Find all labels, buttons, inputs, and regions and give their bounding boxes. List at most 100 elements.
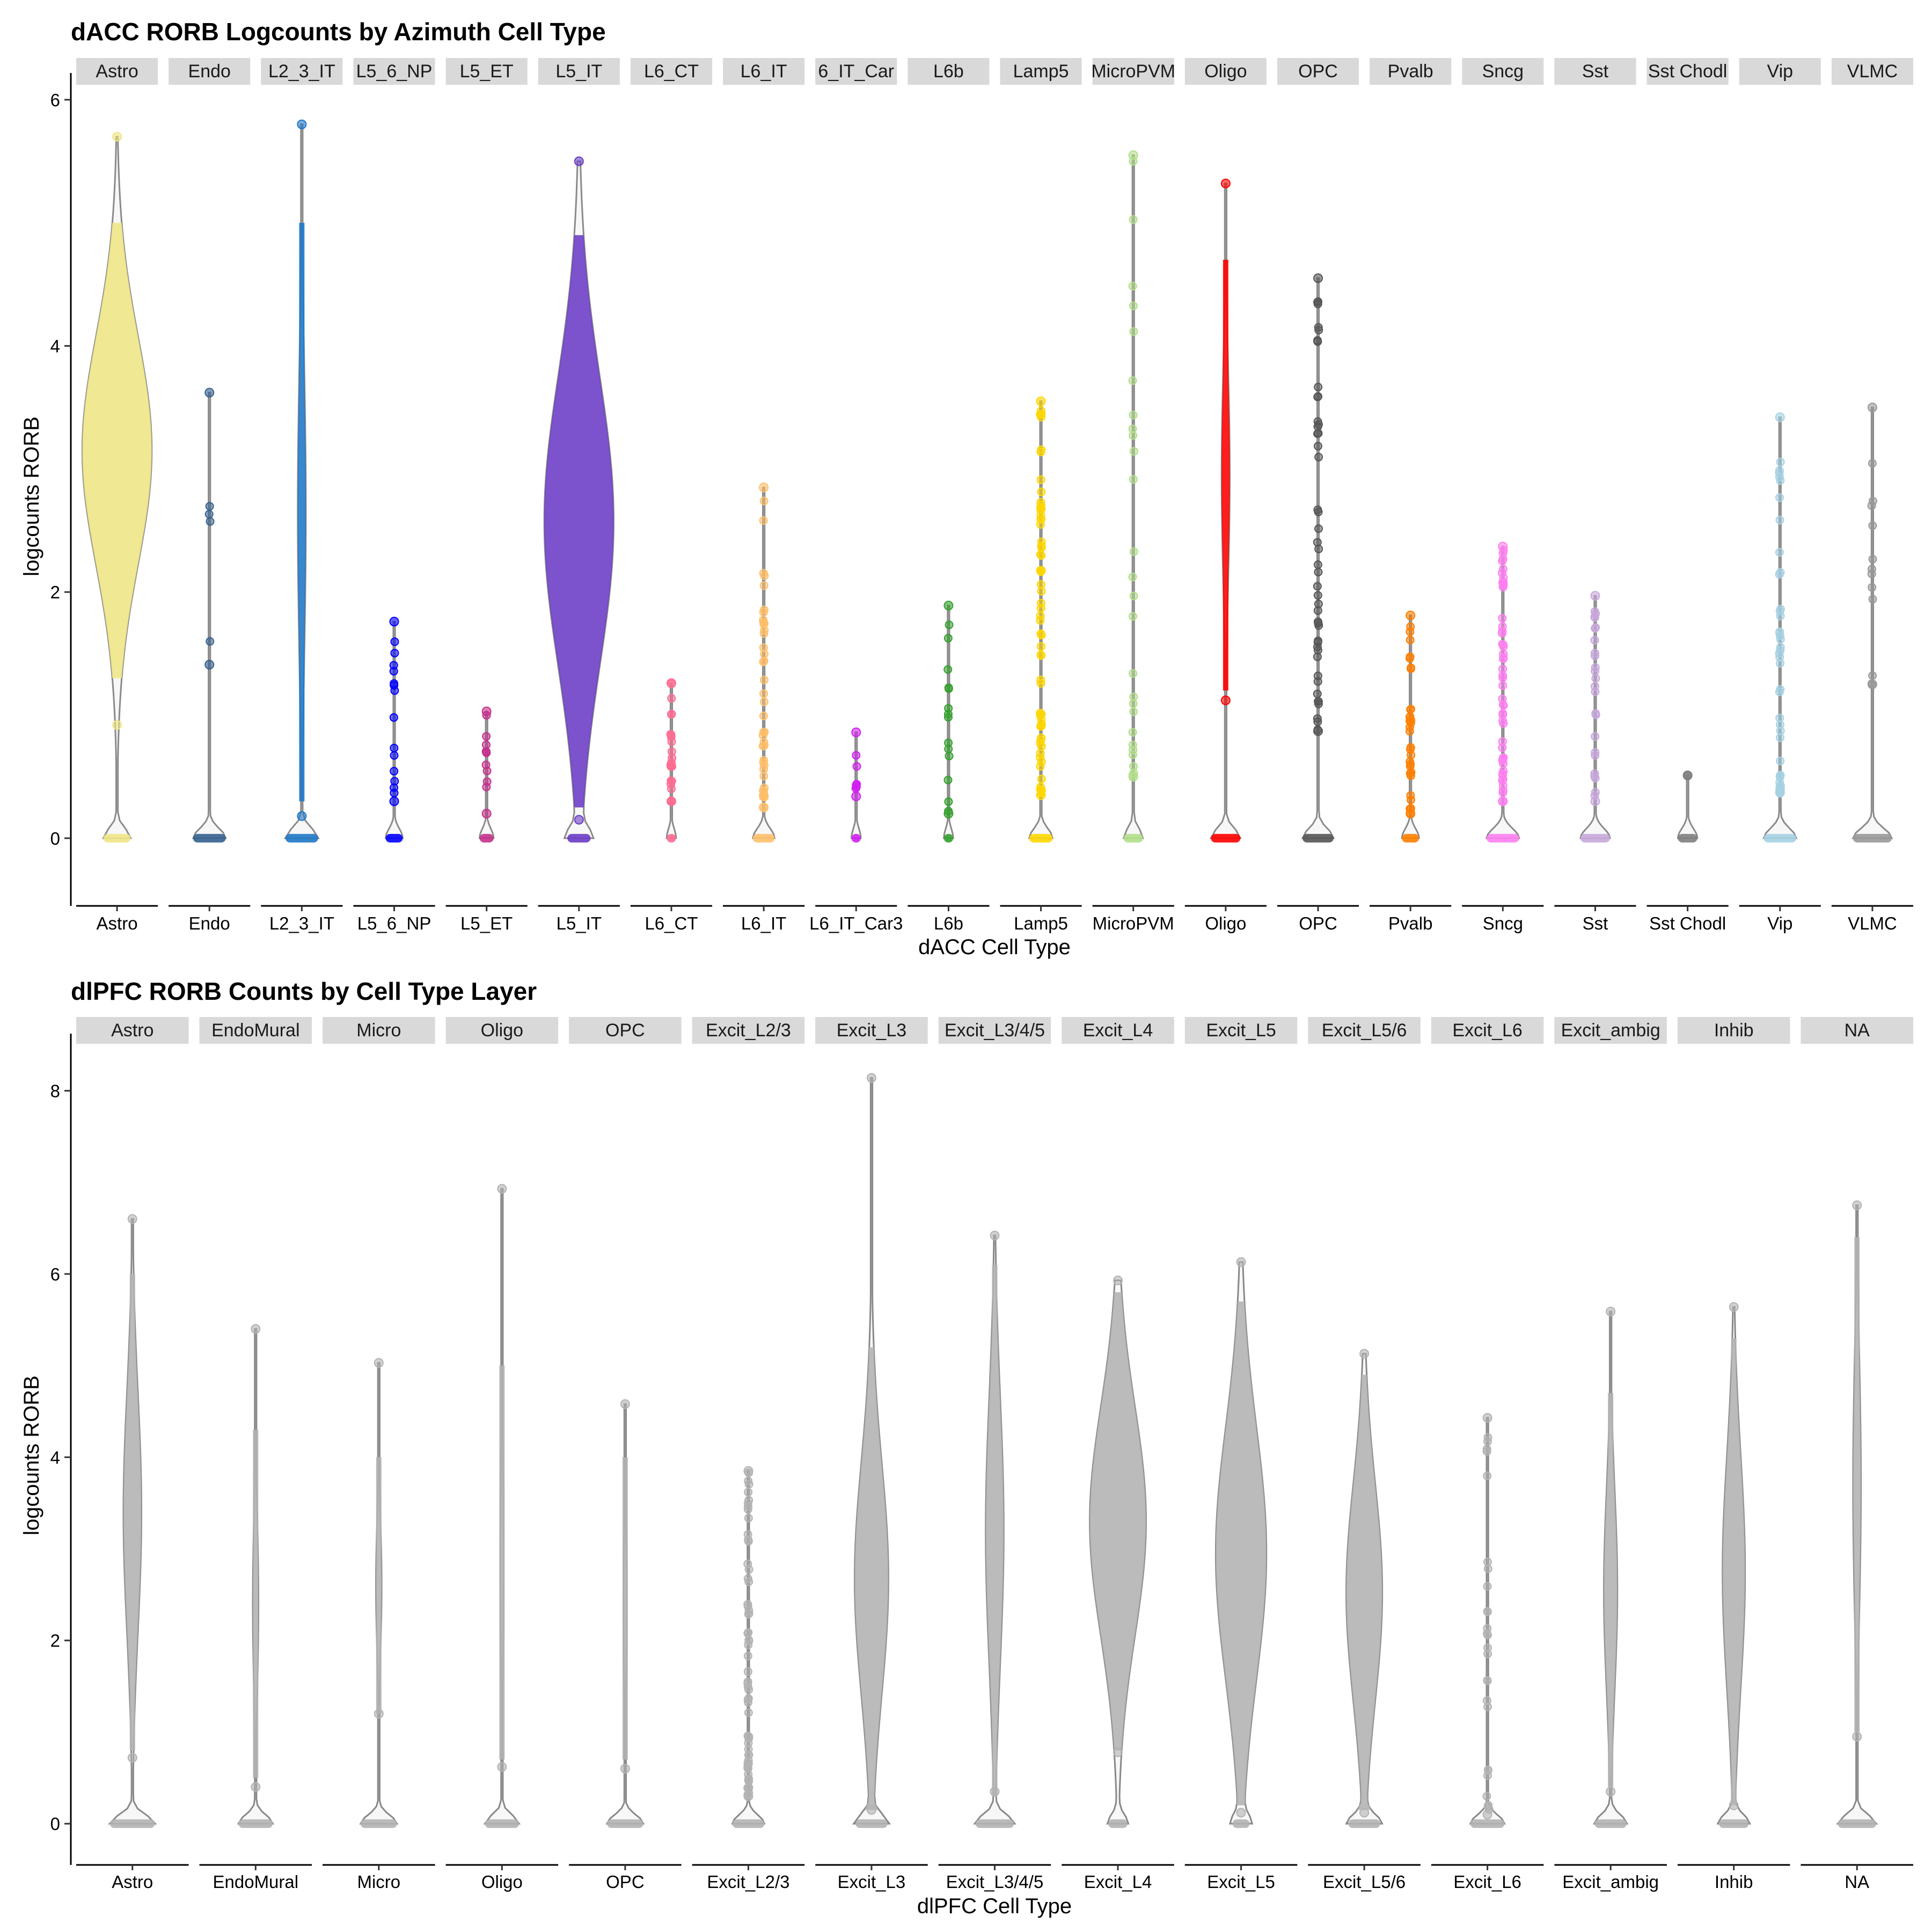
facet-strip-label: L5_ET <box>460 61 514 82</box>
data-point <box>1036 611 1045 620</box>
data-point <box>1129 411 1138 420</box>
y-tick-label: 0 <box>50 829 60 848</box>
data-point <box>759 738 769 747</box>
data-point <box>759 569 768 578</box>
min-nonzero-point <box>866 1805 876 1815</box>
facet-strip-label: OPC <box>1298 61 1338 82</box>
data-point <box>1314 383 1323 392</box>
data-point <box>1129 692 1138 701</box>
data-point <box>1590 648 1599 657</box>
data-point <box>204 510 214 519</box>
data-point <box>1314 697 1323 706</box>
data-point <box>1483 1771 1492 1780</box>
facet-strip-label: L2_3_IT <box>268 61 335 82</box>
min-nonzero-point <box>1128 772 1138 782</box>
min-nonzero-point <box>943 809 954 818</box>
max-point <box>990 1231 1000 1241</box>
data-point <box>1313 652 1322 661</box>
max-point <box>204 387 215 398</box>
data-point <box>760 791 769 800</box>
facet-strip-label: Excit_L5/6 <box>1322 1020 1407 1041</box>
data-point <box>760 728 769 737</box>
facet-strip <box>445 1017 559 1044</box>
data-point <box>1498 681 1507 690</box>
data-point <box>759 689 769 698</box>
x-tick-label: Excit_L2/3 <box>707 1872 789 1892</box>
x-tick-label: L6b <box>934 913 963 933</box>
data-point <box>1129 475 1138 484</box>
zero-count-points <box>385 833 403 843</box>
data-point <box>1590 635 1599 645</box>
x-tick-label: Excit_L5/6 <box>1323 1872 1406 1892</box>
zero-count-points <box>286 833 318 843</box>
data-point <box>1498 710 1507 719</box>
x-tick-label: Sncg <box>1483 913 1523 933</box>
facet-strip-label: Excit_ambig <box>1561 1020 1660 1041</box>
zero-count-points <box>1123 833 1143 843</box>
data-point <box>667 709 676 719</box>
data-point <box>1499 719 1508 728</box>
data-point <box>944 797 953 806</box>
facet-strip <box>1092 58 1174 85</box>
data-point <box>1498 781 1507 790</box>
data-point <box>943 665 953 674</box>
facet-strip <box>76 58 158 85</box>
facet-strip <box>630 58 713 85</box>
data-point <box>1776 611 1785 620</box>
facet-strip <box>1831 58 1913 85</box>
data-point <box>744 1751 753 1760</box>
max-point <box>1498 541 1508 552</box>
x-tick-label: Excit_L5 <box>1207 1872 1275 1892</box>
data-point <box>482 782 491 792</box>
data-point <box>206 517 215 526</box>
data-point <box>1129 301 1138 310</box>
max-point <box>574 156 584 166</box>
data-point <box>1129 612 1138 621</box>
data-point <box>1036 679 1045 688</box>
facet-strip <box>1000 58 1082 85</box>
facet-strip-label: Excit_L6 <box>1452 1020 1522 1041</box>
data-point <box>1036 580 1045 589</box>
data-point <box>390 637 399 646</box>
data-point <box>481 760 491 770</box>
facet-strip-label: L5_IT <box>555 61 602 82</box>
data-point <box>944 683 953 692</box>
data-point <box>743 1600 752 1609</box>
data-point <box>1406 635 1415 645</box>
data-point <box>743 1560 752 1569</box>
min-nonzero-point <box>1852 1731 1862 1741</box>
x-tick-label: L6_CT <box>645 913 698 933</box>
data-point <box>1867 501 1876 510</box>
facet-strip-label: Inhib <box>1714 1020 1754 1041</box>
dense-point-swarm <box>854 1347 889 1810</box>
facet-strip-label: VLMC <box>1847 61 1898 82</box>
facet-strip-label: Oligo <box>1204 61 1247 82</box>
data-point <box>1129 762 1138 771</box>
min-nonzero-point <box>1729 1801 1739 1811</box>
dense-point-swarm <box>1853 1237 1861 1732</box>
facet-strip-label: 6_IT_Car <box>818 61 894 82</box>
data-point <box>1483 1802 1492 1811</box>
data-point <box>852 762 861 771</box>
data-point <box>1129 447 1138 456</box>
max-point <box>1128 150 1138 160</box>
data-point <box>1036 753 1045 762</box>
data-point <box>759 581 769 590</box>
max-point <box>251 1324 261 1334</box>
facet-strip-label: OPC <box>605 1020 645 1041</box>
data-point <box>1406 769 1415 778</box>
zero-count-points <box>238 1819 273 1828</box>
data-point <box>1868 595 1877 604</box>
max-point <box>1406 610 1416 620</box>
facet-strip <box>908 58 990 85</box>
data-point <box>744 1488 753 1497</box>
zero-count-points <box>752 833 775 843</box>
x-tick-label: L6_IT <box>741 913 786 933</box>
max-point <box>1606 1306 1616 1316</box>
data-point <box>389 713 398 722</box>
data-point <box>1406 745 1415 754</box>
data-point <box>1407 705 1416 714</box>
data-point <box>1406 652 1415 661</box>
zero-count-points <box>855 1819 888 1828</box>
max-point <box>481 706 492 716</box>
